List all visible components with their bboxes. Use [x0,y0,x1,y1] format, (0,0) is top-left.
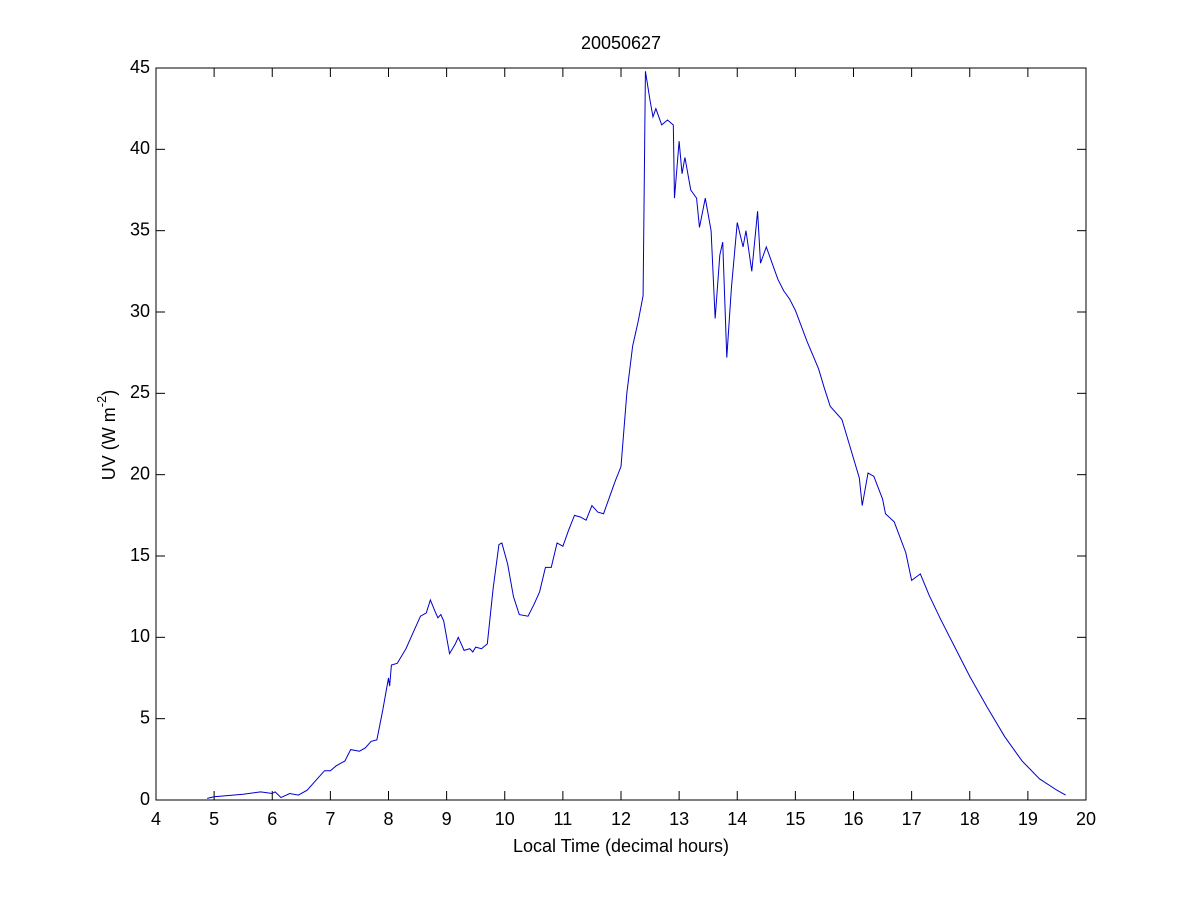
y-tick-label: 15 [130,545,150,565]
x-tick-label: 10 [495,809,515,829]
chart-title: 20050627 [581,33,661,53]
data-line [207,71,1066,799]
x-tick-label: 12 [611,809,631,829]
x-tick-label: 11 [554,809,573,829]
y-label-sup: -2 [94,396,109,408]
x-tick-label: 18 [960,809,980,829]
x-tick-label: 5 [209,809,219,829]
y-tick-label: 35 [130,219,150,239]
y-label-base: UV (W m [99,407,119,480]
y-tick-label: 45 [130,57,150,77]
x-tick-label: 9 [442,809,452,829]
x-tick-label: 19 [1018,809,1038,829]
x-tick-label: 7 [325,809,335,829]
x-tick-label: 16 [843,809,863,829]
x-tick-label: 15 [785,809,805,829]
y-tick-label: 40 [130,138,150,158]
x-tick-label: 17 [902,809,922,829]
x-tick-label: 14 [727,809,747,829]
y-tick-label: 0 [140,789,150,809]
y-axis-label: UV (W m-2) [94,390,118,481]
y-label-end: ) [99,390,119,396]
y-tick-label: 30 [130,301,150,321]
x-tick-label: 6 [267,809,277,829]
x-tick-label: 20 [1076,809,1096,829]
y-tick-label: 25 [130,382,150,402]
x-tick-label: 4 [151,809,161,829]
x-axis-label: Local Time (decimal hours) [513,836,729,856]
x-tick-label: 13 [669,809,689,829]
y-tick-label: 10 [130,626,150,646]
y-tick-label: 5 [140,707,150,727]
y-tick-label: 20 [130,463,150,483]
x-tick-label: 8 [383,809,393,829]
